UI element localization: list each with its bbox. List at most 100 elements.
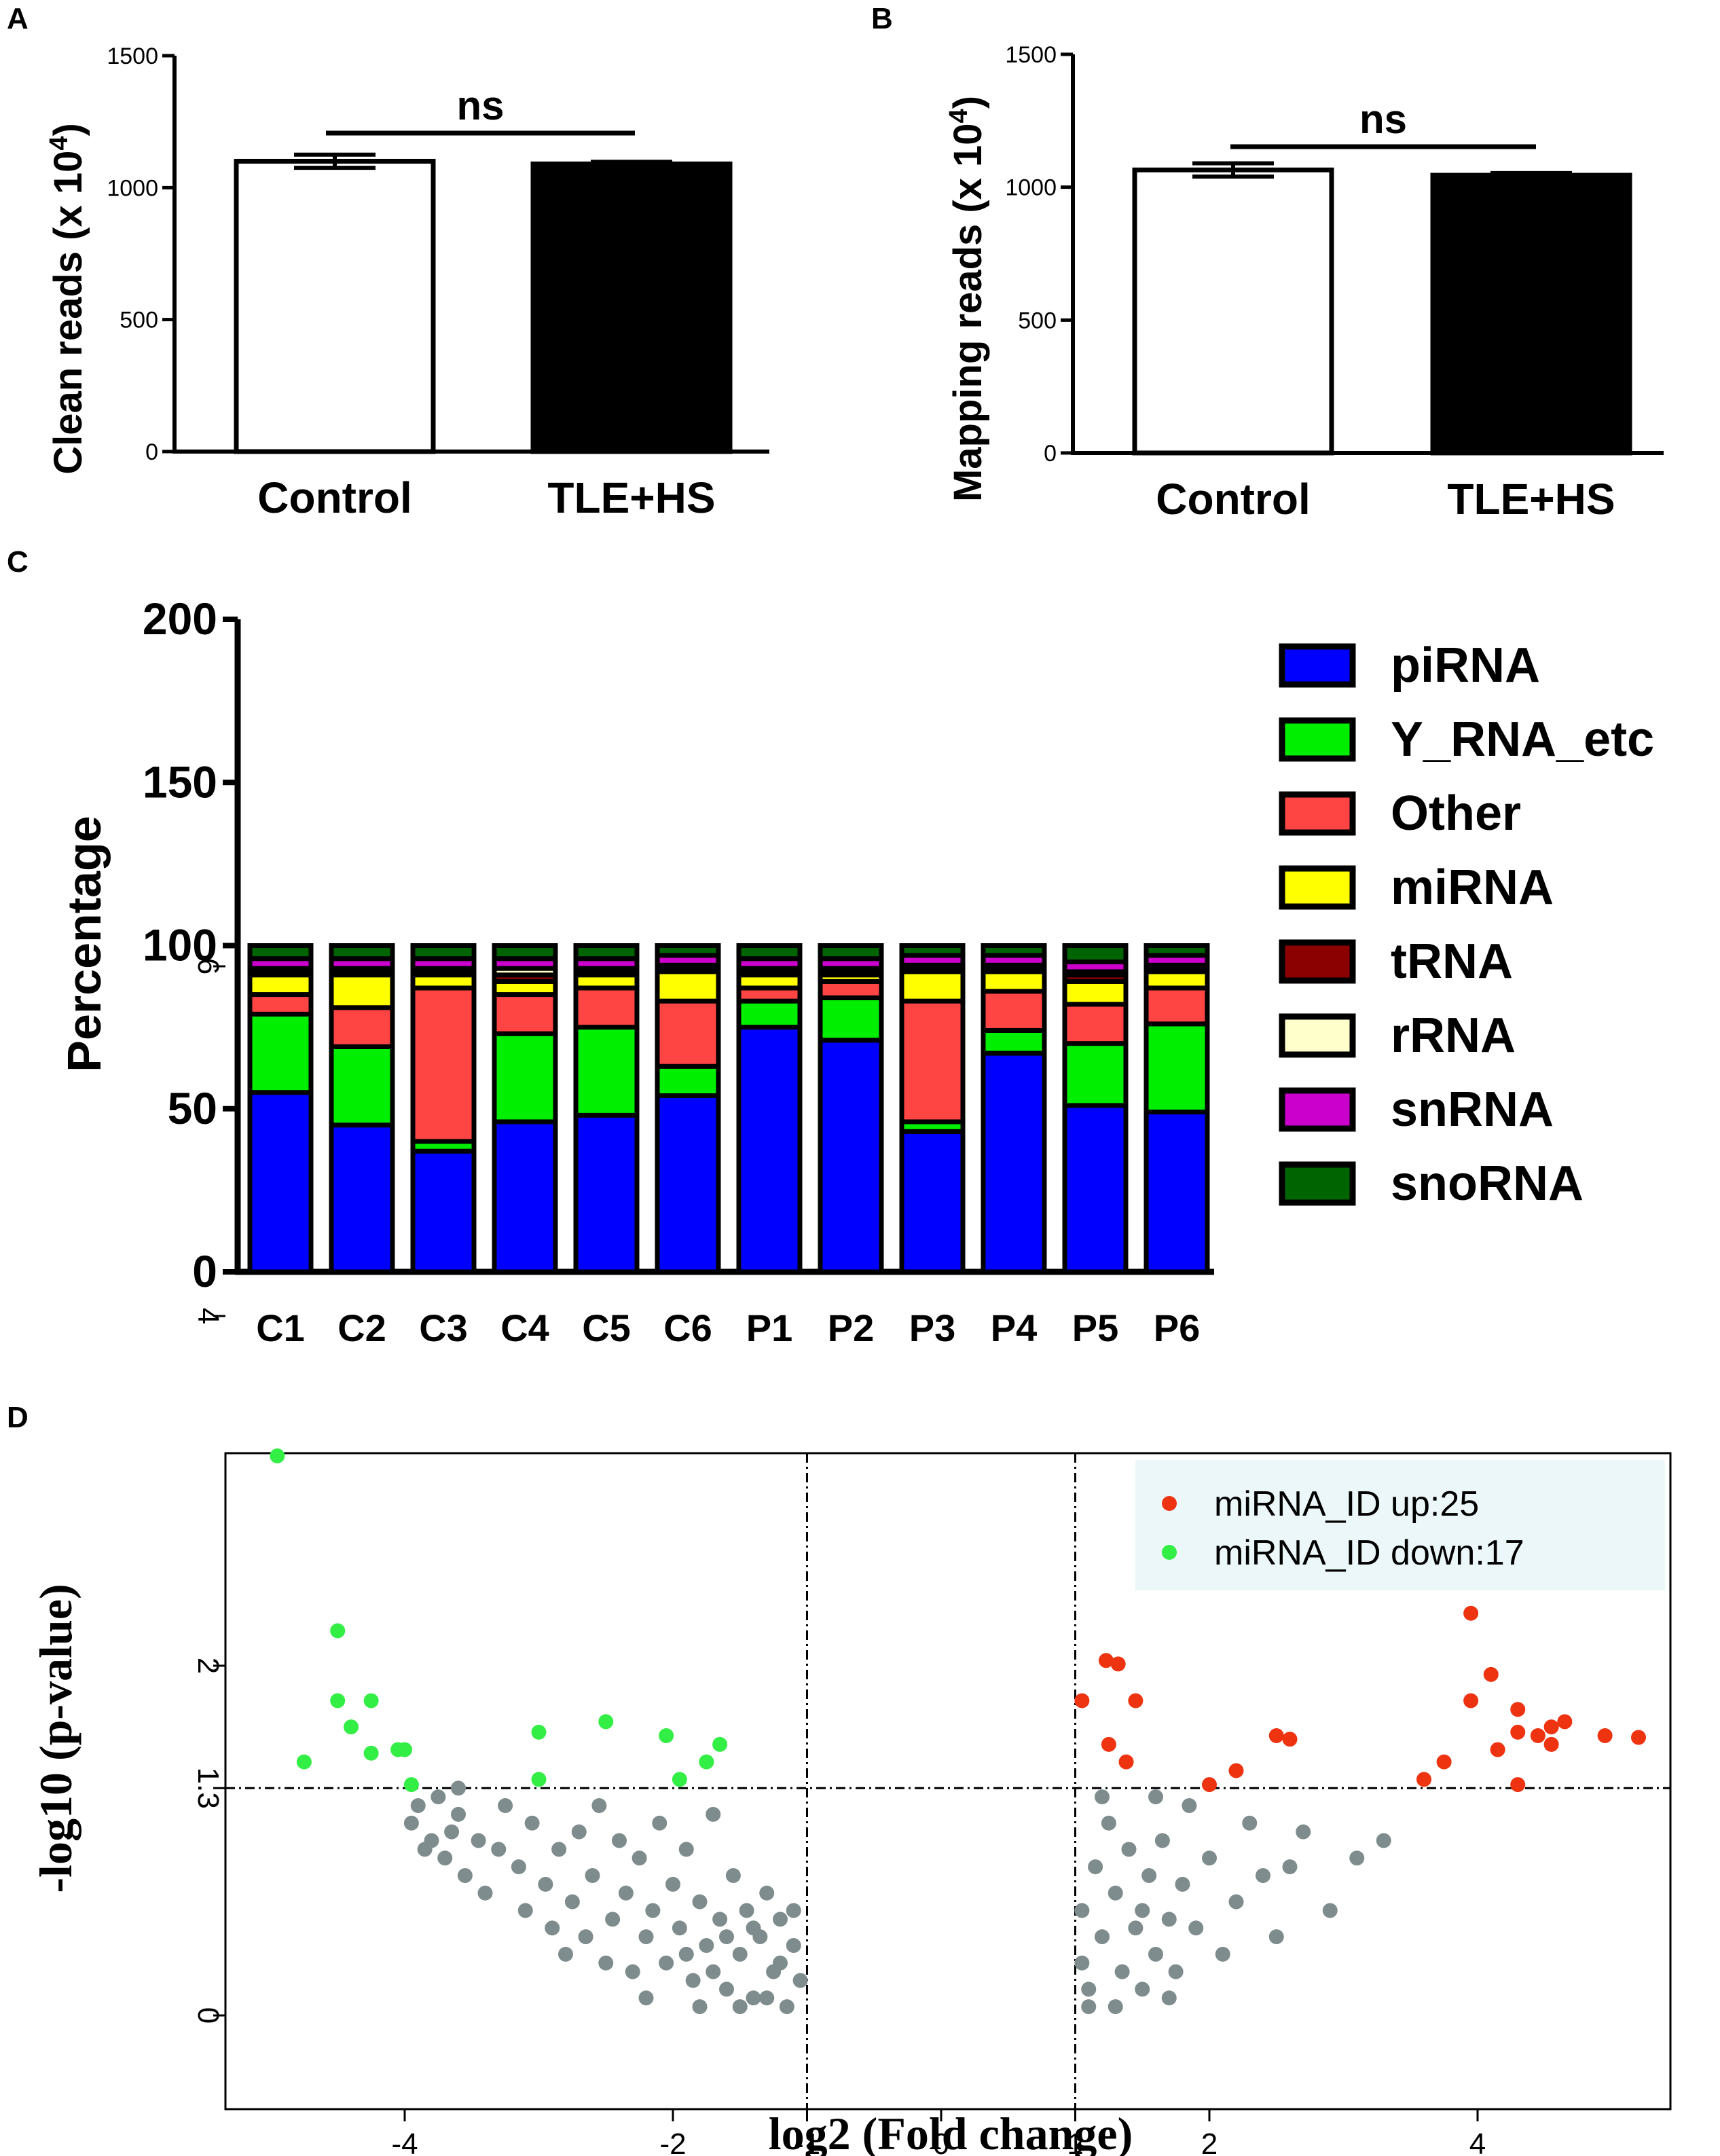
chart-d-point <box>1463 1605 1479 1621</box>
chart-c-bar-segment <box>1062 943 1129 965</box>
chart-c-bar-segment <box>329 943 395 962</box>
chart-d-y-tick-label: 1.3 <box>191 1768 225 1809</box>
chart-d-point <box>1202 1850 1217 1866</box>
chart-d-point <box>598 1955 614 1971</box>
chart-d-point <box>585 1868 600 1883</box>
chart-c-bar-segment <box>573 985 640 1030</box>
chart-d-point <box>1154 1833 1170 1848</box>
chart-d-point <box>1114 1964 1130 1979</box>
chart-c-legend-label: piRNA <box>1391 638 1540 693</box>
chart-b-x-tick-label: Control <box>1156 475 1311 524</box>
chart-d-point <box>732 1999 748 2015</box>
chart-d-point <box>591 1798 607 1813</box>
chart-d-point <box>498 1798 513 1813</box>
chart-c-legend-label: rRNA <box>1391 1008 1516 1063</box>
panel-label-c: C <box>7 545 29 579</box>
chart-d-point <box>471 1833 486 1848</box>
chart-d-point <box>706 1964 721 1979</box>
chart-d-point <box>759 1990 775 2006</box>
chart-a-bar <box>234 158 436 454</box>
chart-c-bar-segment <box>329 1122 395 1275</box>
chart-d-point <box>451 1780 466 1796</box>
chart-c-x-tick-label: P6 <box>1154 1307 1201 1349</box>
chart-d-point <box>1242 1815 1258 1831</box>
chart-d-point <box>1128 1920 1143 1936</box>
chart-c-bar-segment <box>899 998 966 1125</box>
chart-d-point <box>1128 1693 1143 1709</box>
chart-c-bar-segment <box>573 943 640 962</box>
chart-d-x-tick-label: -1 <box>794 2127 820 2156</box>
chart-c-legend-label: snoRNA <box>1391 1156 1584 1211</box>
chart-c-legend-swatch <box>1279 865 1356 910</box>
chart-c-bar-segment <box>329 1044 395 1128</box>
chart-d-point <box>1510 1724 1526 1740</box>
chart-c-bar-segment <box>247 1090 314 1275</box>
chart-c-bar-segment <box>410 943 477 962</box>
chart-d-point <box>773 1912 788 1927</box>
chart-b-y-tick-label: 1500 <box>1005 42 1057 68</box>
chart-c-x-tick-label: P3 <box>909 1307 956 1349</box>
chart-d-point <box>444 1824 460 1840</box>
chart-d: -log10 (p-value) log2 (Fold change) 0 1.3… <box>30 958 1672 2156</box>
chart-d-y-label: -log10 (p-value) <box>30 1584 81 1893</box>
chart-c-legend-swatch <box>1279 643 1356 688</box>
chart-d-point <box>1376 1833 1391 1848</box>
chart-d-point <box>699 1754 714 1770</box>
chart-d-point <box>1490 1742 1505 1757</box>
chart-d-legend-marker <box>1162 1545 1177 1560</box>
chart-c-x-tick-label: C3 <box>419 1307 468 1349</box>
chart-d-point <box>692 1999 708 2015</box>
chart-d-point <box>1074 1955 1090 1971</box>
chart-c-y-tick-label: 100 <box>143 920 217 970</box>
chart-c-legend-swatch <box>1279 939 1356 984</box>
chart-d-point <box>786 1938 801 1953</box>
chart-a-y-label: Clean reads (x 104) <box>45 123 90 475</box>
chart-d-point <box>1296 1824 1311 1840</box>
chart-c-bar-segment <box>655 943 721 958</box>
panel-label-a: A <box>7 2 29 35</box>
chart-d-point <box>1597 1728 1613 1743</box>
chart-d-point <box>417 1842 433 1857</box>
chart-d-point <box>1268 1929 1284 1945</box>
chart-c-bar-segment <box>410 985 477 1144</box>
chart-c-bar-segment <box>818 1038 884 1275</box>
chart-d-point <box>1510 1702 1526 1717</box>
chart-d-point <box>746 1920 761 1936</box>
chart-d-y-tick-label: 0 <box>191 2007 225 2024</box>
chart-c-bar-segment <box>247 972 314 998</box>
chart-d-point <box>437 1850 453 1866</box>
chart-c-legend-label: Other <box>1391 786 1521 841</box>
chart-d-point <box>1543 1719 1559 1735</box>
chart-c-legend-label: Y_RNA_etc <box>1391 712 1654 767</box>
chart-c-bar-segment <box>1143 969 1210 991</box>
chart-d-point <box>451 1806 466 1822</box>
chart-d-point <box>363 1693 379 1709</box>
chart-d-point <box>558 1946 573 1962</box>
chart-a: Clean reads (x 104) 0 500 1000 1500 Control T… <box>45 43 769 522</box>
chart-b-x-tick-label: TLE+HS <box>1447 475 1615 524</box>
chart-d-point <box>706 1806 721 1822</box>
chart-d-point <box>545 1920 560 1936</box>
chart-c-bar-segment <box>1062 1041 1129 1108</box>
chart-d-point <box>564 1894 580 1910</box>
chart-d-point <box>672 1920 687 1936</box>
chart-c-bar-segment <box>1062 1103 1129 1275</box>
chart-c-y-tick-label: 0 <box>192 1246 217 1296</box>
chart-c-x-tick-label: P2 <box>828 1307 875 1349</box>
chart-d-point <box>786 1903 801 1918</box>
chart-d-point <box>712 1912 728 1927</box>
chart-d-point <box>1121 1842 1137 1857</box>
chart-d-point <box>725 1868 741 1883</box>
chart-d-point <box>1141 1868 1157 1883</box>
panel-label-b: B <box>871 2 893 35</box>
chart-d-point <box>1110 1656 1126 1672</box>
chart-d-point <box>1095 1929 1110 1945</box>
chart-c-bar-segment <box>1062 1002 1129 1046</box>
chart-a-x-tick-label: Control <box>257 473 412 522</box>
chart-c-bar-segment <box>1143 985 1210 1027</box>
chart-c-bar-segment <box>899 943 966 958</box>
chart-d-legend-box <box>1135 1460 1665 1590</box>
chart-d-point <box>1202 1777 1217 1793</box>
chart-d-point <box>659 1728 674 1743</box>
chart-d-point <box>759 1885 775 1901</box>
